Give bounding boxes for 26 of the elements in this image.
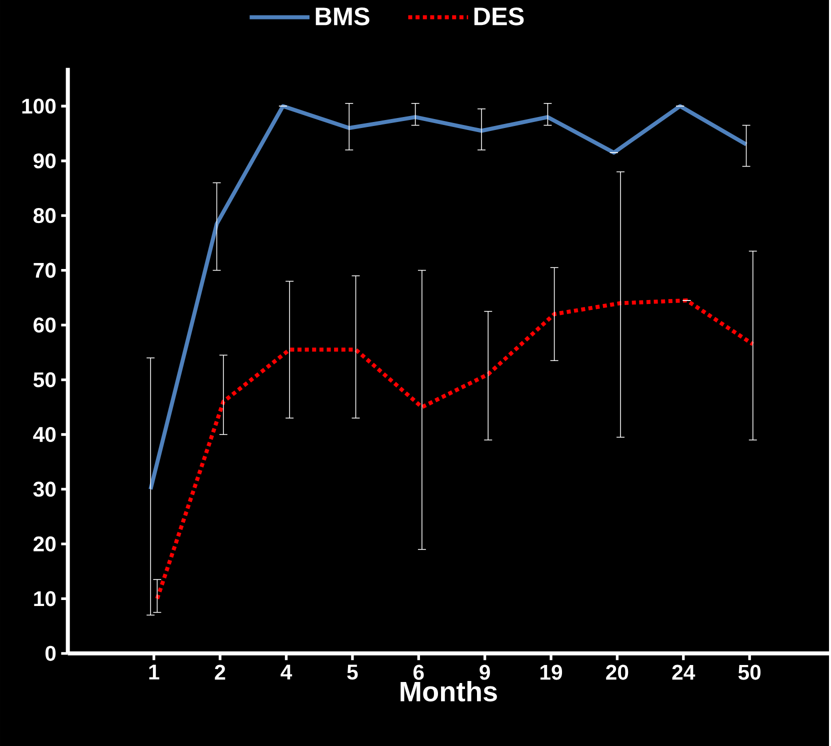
x-tick-label: 2	[214, 664, 226, 680]
y-tick-label: 30	[33, 482, 56, 497]
x-tick-label: 1	[149, 664, 160, 680]
x-tick-label: 20	[606, 664, 628, 680]
y-tick-label: 70	[34, 262, 56, 278]
x-tick-label: 24	[672, 664, 696, 680]
y-tick-label: 50	[33, 372, 56, 388]
x-tick-label: 6	[413, 664, 424, 680]
y-tick-label: 20	[34, 536, 56, 552]
x-tick-label: 50	[738, 664, 761, 680]
y-tick-label: 90	[34, 153, 56, 168]
x-tick-label: 19	[540, 664, 562, 680]
y-tick-label: 0	[45, 646, 56, 661]
x-tick-label: 9	[480, 664, 490, 680]
line-series	[148, 104, 748, 492]
y-tick-label: 10	[34, 591, 56, 606]
line-series	[155, 298, 755, 601]
y-tick-label: 100	[22, 98, 56, 114]
x-axis-title: Months	[400, 680, 497, 702]
y-tick-label: 40	[33, 426, 56, 442]
legend-label: BMS	[316, 7, 370, 26]
x-tick-label: 4	[280, 664, 292, 680]
x-tick-label: 5	[347, 664, 358, 680]
y-tick-label: 60	[34, 317, 56, 332]
legend-label: DES	[474, 7, 524, 26]
y-tick-label: 80	[33, 208, 56, 224]
